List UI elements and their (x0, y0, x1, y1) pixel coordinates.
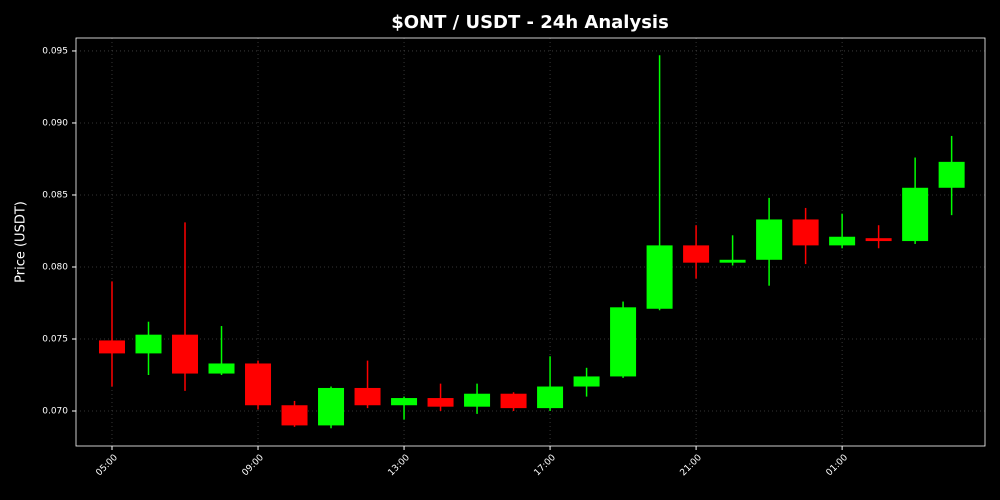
candle-body (208, 363, 235, 374)
candle-body (573, 376, 600, 387)
y-tick-label: 0.095 (42, 46, 68, 56)
candle-body (172, 334, 199, 374)
candle-body (318, 387, 345, 426)
candle-body (391, 398, 418, 406)
candle-body (354, 387, 381, 406)
candle-body (719, 259, 746, 263)
candle-body (537, 386, 564, 409)
candle-body (756, 219, 783, 260)
y-tick-label: 0.080 (42, 262, 68, 272)
candle-body (646, 245, 673, 309)
y-tick-label: 0.070 (42, 407, 68, 417)
candle-body (792, 219, 819, 246)
candle-body (500, 393, 527, 409)
candle-body (829, 236, 856, 246)
candle-body (464, 393, 491, 407)
candle-body (98, 340, 125, 354)
candle-body (610, 307, 637, 377)
y-axis-label: Price (USDT) (14, 201, 29, 283)
plot-frame (75, 37, 986, 447)
candle-body (427, 398, 454, 407)
candle-body (281, 405, 308, 426)
y-tick-label: 0.090 (42, 118, 68, 128)
y-tick-label: 0.085 (42, 190, 68, 200)
candle-body (938, 161, 965, 188)
y-tick-label: 0.075 (42, 334, 68, 344)
candle-body (245, 363, 272, 406)
candle-body (135, 334, 162, 354)
candle-body (865, 238, 892, 242)
candle-body (902, 187, 929, 242)
chart-title: $ONT / USDT - 24h Analysis (391, 12, 669, 33)
candle-body (683, 245, 710, 263)
